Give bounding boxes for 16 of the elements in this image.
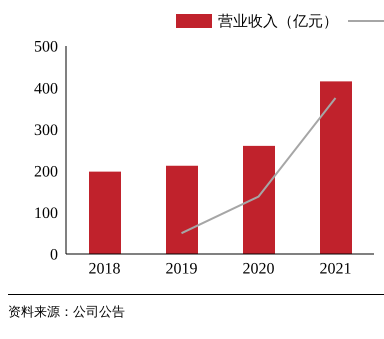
text: 资料来源：公司公告 — [8, 304, 126, 321]
x-tick-label: 2019 — [166, 260, 198, 278]
x-tick-label: 2021 — [320, 260, 352, 278]
y-tick-label: 500 — [34, 38, 58, 56]
x-tick-label: 2018 — [88, 260, 120, 278]
x-tick-label: 2020 — [242, 260, 274, 278]
bar — [166, 166, 198, 254]
bar — [243, 146, 275, 254]
y-tick-label: 400 — [34, 80, 58, 98]
bar — [89, 172, 121, 254]
y-tick-label: 100 — [34, 205, 58, 222]
y-tick-label: 300 — [34, 122, 58, 139]
y-tick-label: 0 — [50, 246, 58, 264]
bar — [320, 81, 352, 254]
legend-label: 营业收入（亿元） — [218, 12, 338, 30]
y-tick-label: 200 — [34, 163, 58, 180]
